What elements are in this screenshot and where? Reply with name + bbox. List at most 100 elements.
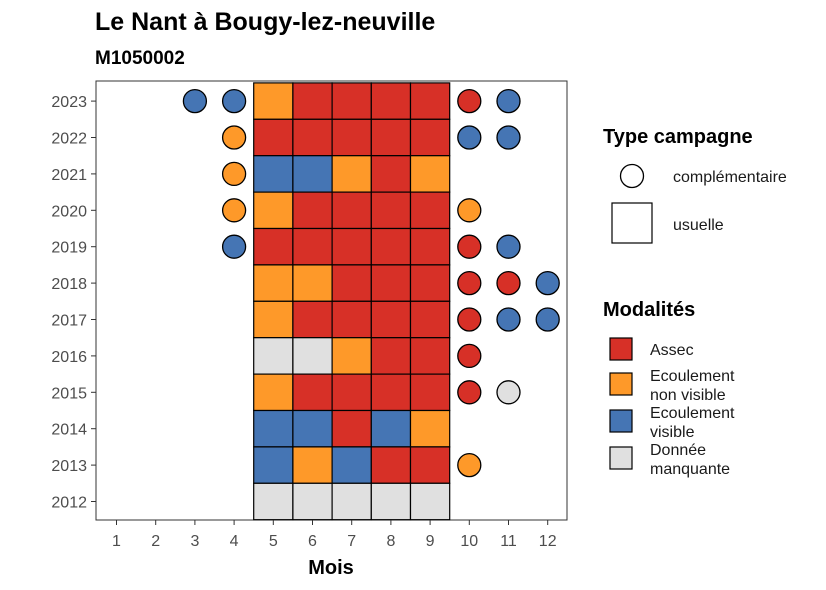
tile-2022-7: [331, 118, 372, 157]
tile-2021-8: [370, 155, 412, 193]
tile-2016-6: [292, 337, 333, 375]
y-tick-label: 2021: [51, 167, 87, 184]
point-2013-10: [457, 452, 482, 478]
tile-2012-8: [370, 482, 412, 521]
tile-2015-7: [331, 373, 372, 412]
tile-2023-8: [370, 82, 412, 120]
legend-key-modalite: [609, 446, 633, 470]
x-tick-label: 8: [386, 533, 395, 550]
tile-2013-9: [409, 446, 451, 484]
tile-2023-7: [331, 82, 372, 120]
tile-2022-6: [292, 118, 333, 157]
point-2015-10: [457, 380, 482, 405]
x-tick-label: 4: [230, 533, 239, 550]
point-2020-10: [457, 198, 482, 223]
tile-2018-8: [370, 264, 412, 302]
y-tick-label: 2016: [51, 349, 87, 366]
legend: Type campagne complémentaire usuelle Modali…: [603, 126, 787, 478]
tile-2019-6: [292, 227, 333, 266]
x-tick-label: 7: [347, 533, 356, 550]
tile-2021-6: [292, 155, 333, 193]
tile-2019-8: [370, 227, 412, 266]
tile-2016-8: [370, 337, 412, 375]
tile-2022-9: [409, 118, 451, 157]
tile-2014-5: [253, 409, 294, 448]
y-axis: 2012 2013 2014 2015 2016 2017 2018 2019 2020 2021…: [51, 94, 96, 512]
legend-label-modalite: Donnée: [650, 442, 706, 459]
chart-subtitle: M1050002: [95, 48, 185, 69]
legend-label-modalite: manquante: [650, 461, 730, 478]
legend-label-modalite: visible: [650, 424, 695, 441]
x-tick-label: 10: [460, 533, 478, 550]
tile-2017-7: [331, 300, 372, 339]
tile-2012-9: [409, 482, 451, 521]
tile-2019-5: [253, 227, 294, 266]
tile-2013-7: [331, 446, 372, 484]
tile-2022-8: [370, 118, 412, 157]
tile-2022-5: [253, 118, 294, 157]
legend-label-modalite: Assec: [650, 342, 694, 359]
tile-2013-5: [253, 446, 294, 484]
point-2017-12: [535, 307, 560, 332]
chart-title: Le Nant à Bougy-lez-neuville: [95, 8, 435, 36]
y-tick-label: 2014: [51, 422, 87, 439]
point-2020-4: [221, 198, 247, 223]
y-tick-label: 2023: [51, 94, 87, 111]
legend-label-usuelle: usuelle: [673, 217, 724, 234]
tile-2016-9: [409, 337, 451, 375]
y-tick-label: 2018: [51, 276, 87, 293]
tile-2013-8: [370, 446, 412, 484]
x-axis: 1 2 3 4 5 6 7 8 9 10 11 12: [112, 520, 557, 550]
legend-key-modalite: [609, 337, 633, 361]
legend-key-complementaire: [619, 163, 645, 189]
y-tick-label: 2012: [51, 495, 87, 512]
legend-key-modalite: [609, 409, 633, 433]
x-tick-label: 12: [539, 533, 557, 550]
point-2017-11: [496, 307, 521, 332]
point-2018-11: [496, 270, 521, 296]
tile-2016-7: [331, 337, 372, 375]
tile-2019-9: [409, 227, 451, 266]
tile-2023-9: [409, 82, 451, 120]
y-tick-label: 2013: [51, 458, 87, 475]
y-tick-label: 2015: [51, 385, 87, 402]
tile-2019-7: [331, 227, 372, 266]
x-tick-label: 2: [151, 533, 160, 550]
tile-2018-9: [409, 264, 451, 302]
legend-label-complementaire: complémentaire: [673, 169, 787, 186]
point-2023-11: [496, 88, 521, 114]
tile-2020-8: [370, 191, 412, 230]
tile-2023-6: [292, 82, 333, 120]
tile-2021-5: [253, 155, 294, 193]
legend-label-modalite: Ecoulement: [650, 368, 735, 385]
point-2023-4: [221, 88, 247, 114]
tile-2021-9: [409, 155, 451, 193]
point-2019-11: [496, 234, 521, 259]
legend-key-modalite: [609, 372, 633, 396]
tile-2015-8: [370, 373, 412, 412]
point-2019-4: [221, 234, 247, 259]
x-tick-label: 6: [308, 533, 317, 550]
legend-title-modalites: Modalités: [603, 299, 695, 321]
tile-2014-6: [292, 409, 333, 448]
tile-2020-7: [331, 191, 372, 230]
tile-2023-5: [253, 82, 294, 120]
point-2018-10: [457, 270, 482, 296]
point-2021-4: [221, 161, 247, 187]
point-2016-10: [457, 343, 482, 369]
tile-2015-6: [292, 373, 333, 412]
tile-2013-6: [292, 446, 333, 484]
point-2015-11: [496, 380, 521, 405]
complementaire-points: [182, 88, 560, 478]
point-2023-3: [182, 88, 208, 114]
x-tick-label: 1: [112, 533, 121, 550]
tile-2018-5: [253, 264, 294, 302]
tile-2017-9: [409, 300, 451, 339]
y-tick-label: 2019: [51, 240, 87, 257]
x-tick-label: 5: [269, 533, 278, 550]
tile-2020-6: [292, 191, 333, 230]
tile-2015-5: [253, 373, 294, 412]
x-tick-label: 9: [426, 533, 435, 550]
tile-2020-5: [253, 191, 294, 230]
